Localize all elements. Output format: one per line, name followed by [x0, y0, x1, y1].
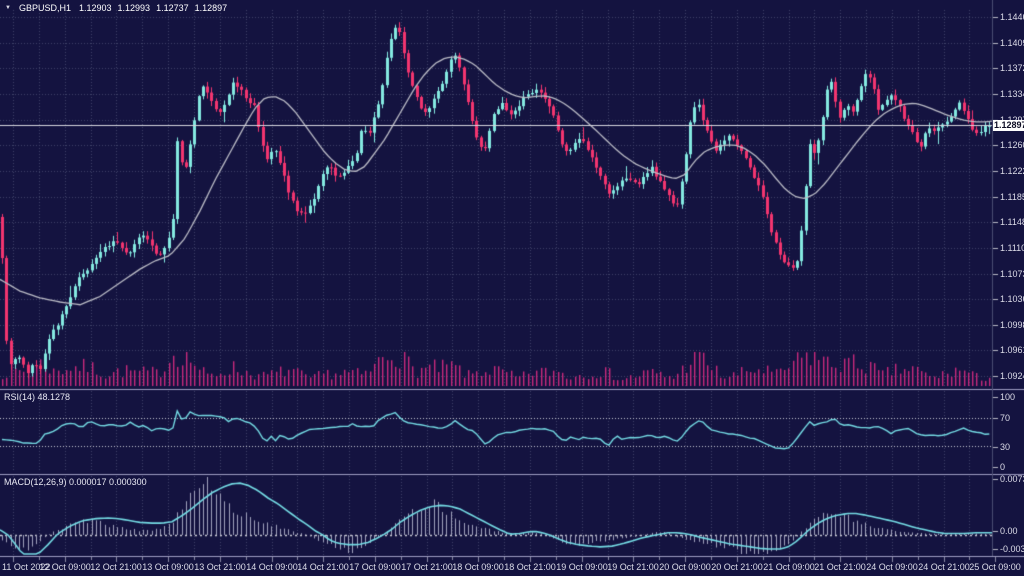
time-axis-label: 25 Oct 09:00	[969, 562, 1021, 572]
macd-scale-label: 0.007324	[1000, 474, 1024, 484]
price-axis-label: 1.14090	[1000, 38, 1024, 48]
time-axis-label: 13 Oct 21:00	[194, 562, 246, 572]
price-axis-label: 1.09240	[1000, 371, 1024, 381]
time-axis-label: 18 Oct 21:00	[504, 562, 556, 572]
time-axis-label: 24 Oct 21:00	[918, 562, 970, 572]
quote-low: 1.12737	[156, 3, 189, 13]
rsi-scale-label: 100	[1000, 392, 1016, 402]
price-axis-label: 1.13720	[1000, 63, 1024, 73]
time-axis-label: 24 Oct 09:00	[866, 562, 918, 572]
price-axis-label: 1.09615	[1000, 345, 1024, 355]
rsi-scale-label: 70	[1000, 413, 1011, 423]
symbol-label: GBPUSD,H1	[18, 3, 71, 13]
symbol-header: ▼ GBPUSD,H1 1.12903 1.12993 1.12737 1.12…	[5, 3, 227, 13]
price-axis-label: 1.11480	[1000, 217, 1024, 227]
time-axis-label: 19 Oct 21:00	[607, 562, 659, 572]
price-axis-label: 1.09985	[1000, 320, 1024, 330]
time-axis-label: 21 Oct 09:00	[763, 562, 815, 572]
current-price-tag: 1.12897	[993, 120, 1024, 131]
macd-indicator-label: MACD(12,26,9) 0.000017 0.000300	[4, 477, 147, 487]
time-axis-label: 12 Oct 21:00	[90, 562, 142, 572]
time-axis-label: 21 Oct 21:00	[814, 562, 866, 572]
price-axis-label: 1.12225	[1000, 166, 1024, 176]
time-axis-label: 17 Oct 21:00	[401, 562, 453, 572]
price-axis-label: 1.14465	[1000, 12, 1024, 22]
quote-high: 1.12993	[117, 3, 151, 13]
time-axis-label: 20 Oct 09:00	[659, 562, 711, 572]
macd-scale-label: 0.00	[1000, 526, 1018, 536]
time-axis-label: 12 Oct 09:00	[39, 562, 91, 572]
price-axis-label: 1.11850	[1000, 192, 1024, 202]
time-axis-label: 14 Oct 21:00	[297, 562, 349, 572]
macd-scale-label: -0.003655	[1000, 544, 1024, 554]
quote-open: 1.12903	[78, 3, 112, 13]
quote-close: 1.12897	[194, 3, 228, 13]
rsi-indicator-label: RSI(14) 48.1278	[4, 392, 71, 402]
rsi-scale-label: 30	[1000, 442, 1011, 452]
time-axis-label: 20 Oct 21:00	[711, 562, 763, 572]
price-axis-label: 1.13345	[1000, 89, 1024, 99]
price-axis-label: 1.10360	[1000, 294, 1024, 304]
time-axis-label: 18 Oct 09:00	[452, 562, 504, 572]
chevron-down-icon[interactable]: ▼	[5, 5, 11, 11]
price-axis-label: 1.10730	[1000, 269, 1024, 279]
time-axis-label: 14 Oct 09:00	[246, 562, 298, 572]
time-axis-label: 19 Oct 09:00	[556, 562, 608, 572]
rsi-scale-label: 0	[1000, 462, 1006, 472]
time-axis-label: 11 Oct 2022	[2, 562, 51, 572]
price-axis-label: 1.12600	[1000, 140, 1024, 150]
price-axis-label: 1.11105	[1000, 243, 1024, 253]
time-axis-label: 13 Oct 09:00	[142, 562, 194, 572]
time-axis-label: 17 Oct 09:00	[349, 562, 401, 572]
